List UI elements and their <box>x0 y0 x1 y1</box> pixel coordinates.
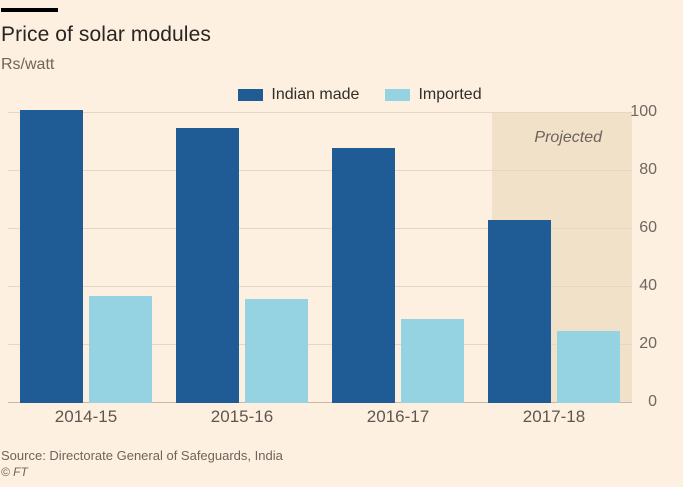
legend-swatch-imported <box>385 89 411 101</box>
source-note: Source: Directorate General of Safeguard… <box>1 448 283 463</box>
gridline-100 <box>8 112 632 113</box>
gridline-80 <box>8 170 632 171</box>
bar-indian-made-2016-17 <box>332 147 395 403</box>
legend-label-imported: Imported <box>418 86 482 103</box>
x-tick-2017-18: 2017-18 <box>522 407 586 426</box>
legend-swatch-indian-made <box>238 89 264 101</box>
bar-imported-2017-18 <box>557 330 620 403</box>
legend-item-indian-made: Indian made <box>238 86 359 104</box>
ft-copyright: © FT <box>1 465 28 479</box>
bar-group-2015-16 <box>164 113 320 403</box>
plot-area: Projected <box>8 110 632 403</box>
x-tick-2016-17: 2016-17 <box>366 407 430 426</box>
gridline-0 <box>8 402 632 403</box>
y-tick-40: 40 <box>639 277 657 294</box>
bar-group-2014-15 <box>8 110 164 403</box>
bar-group-2017-18 <box>476 113 632 403</box>
legend: Indian made Imported <box>60 86 660 104</box>
gridline-20 <box>8 344 632 345</box>
y-tick-80: 80 <box>639 161 657 178</box>
chart-units-label: Rs/watt <box>1 56 55 73</box>
projected-label: Projected <box>534 129 602 146</box>
y-tick-60: 60 <box>639 219 657 236</box>
y-tick-20: 20 <box>639 335 657 352</box>
x-tick-2014-15: 2014-15 <box>54 407 118 426</box>
ft-top-rule <box>1 8 58 12</box>
bar-indian-made-2017-18 <box>488 220 551 403</box>
bar-indian-made-2014-15 <box>20 110 83 403</box>
x-tick-2015-16: 2015-16 <box>210 407 274 426</box>
gridline-40 <box>8 286 632 287</box>
y-tick-100: 100 <box>630 103 657 120</box>
legend-item-imported: Imported <box>385 86 482 104</box>
y-tick-0: 0 <box>648 393 657 410</box>
bar-groups <box>8 110 632 403</box>
legend-label-indian-made: Indian made <box>271 86 360 103</box>
bar-group-2016-17 <box>320 113 476 403</box>
bar-indian-made-2015-16 <box>176 127 239 403</box>
x-axis-labels: 2014-15 2015-16 2016-17 2017-18 <box>8 407 632 427</box>
bar-imported-2015-16 <box>245 298 308 403</box>
bar-imported-2014-15 <box>89 295 152 403</box>
bar-imported-2016-17 <box>401 318 464 403</box>
gridline-60 <box>8 228 632 229</box>
chart-title: Price of solar modules <box>1 23 211 46</box>
